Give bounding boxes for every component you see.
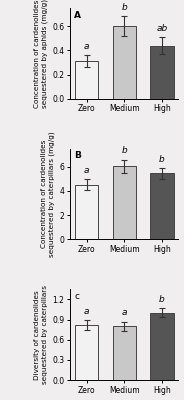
Bar [75,61,98,99]
Text: b: b [159,155,165,164]
Text: B: B [74,151,81,160]
Text: b: b [121,3,127,12]
Bar [75,325,98,380]
Text: a: a [84,166,89,175]
Text: ab: ab [156,24,167,33]
Y-axis label: Diversity of cardenolides
sequestered by caterpillars: Diversity of cardenolides sequestered by… [34,285,48,384]
Text: c: c [74,292,79,301]
Bar [150,46,174,99]
Text: A: A [74,11,81,20]
Bar [75,185,98,239]
Bar [113,166,136,239]
Text: a: a [121,308,127,318]
Bar [150,174,174,239]
Text: a: a [84,42,89,51]
Text: b: b [121,146,127,156]
Bar [113,26,136,99]
Bar [113,326,136,380]
Y-axis label: Concentration of cardenolides
sequestered by caterpillars (mg/g): Concentration of cardenolides sequestere… [41,131,55,257]
Text: a: a [84,307,89,316]
Y-axis label: Concentration of cardenolides
sequestered by aphids (mg/g): Concentration of cardenolides sequestere… [33,0,48,108]
Bar [150,313,174,380]
Text: b: b [159,295,165,304]
